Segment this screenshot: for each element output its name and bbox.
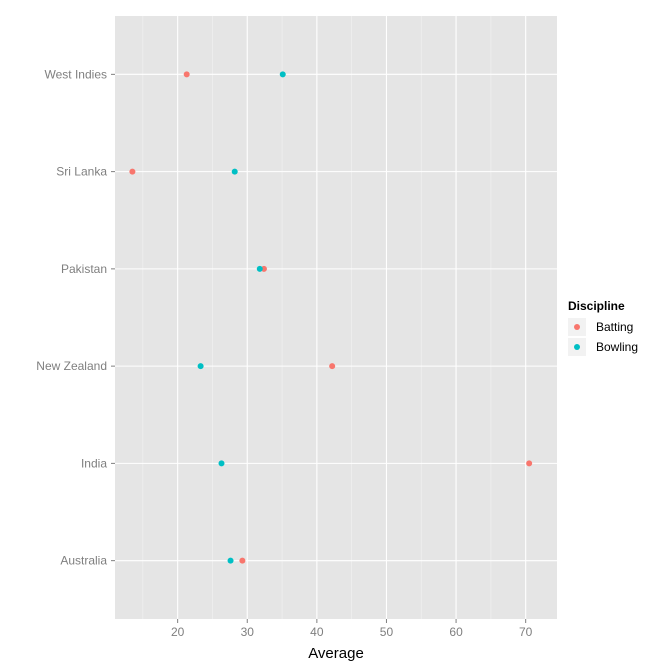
x-tick-label: 60: [449, 625, 463, 639]
legend-swatch-bowling: [574, 344, 580, 350]
data-points: [129, 71, 533, 564]
y-tick-label: Sri Lanka: [56, 165, 107, 179]
y-tick-label: Australia: [60, 554, 107, 568]
bowling-point: [231, 168, 238, 175]
bowling-point: [197, 363, 204, 370]
batting-point: [239, 557, 246, 564]
bowling-point: [227, 557, 234, 564]
x-tick-label: 70: [519, 625, 533, 639]
y-tick-label: Pakistan: [61, 262, 107, 276]
legend-title: Discipline: [568, 299, 625, 313]
legend-items: Batting Bowling: [568, 318, 638, 356]
bowling-point: [218, 460, 225, 467]
x-tick-label: 50: [380, 625, 394, 639]
legend-label-batting: Batting: [596, 320, 633, 334]
x-tick-label: 20: [171, 625, 185, 639]
batting-point: [526, 460, 533, 467]
x-axis-title: Average: [308, 645, 364, 662]
batting-point: [329, 363, 336, 370]
bowling-point: [256, 265, 263, 272]
bowling-point: [279, 71, 286, 78]
legend-swatch-batting: [574, 324, 580, 330]
panel-background: [115, 16, 557, 619]
minor-gridlines: [142, 16, 492, 619]
y-axis: Australia India New Zealand Pakistan Sri Lan…: [36, 67, 115, 568]
batting-point: [260, 265, 267, 272]
x-axis: 20 30 40 50 60 70: [171, 619, 533, 639]
y-tick-label: West Indies: [45, 67, 107, 81]
y-tick-label: New Zealand: [36, 359, 107, 373]
batting-point: [129, 168, 136, 175]
x-tick-label: 40: [310, 625, 324, 639]
legend: Discipline Batting Bowling: [568, 299, 638, 356]
x-tick-label: 30: [241, 625, 255, 639]
major-gridlines: [115, 16, 557, 619]
y-tick-label: India: [81, 456, 107, 470]
batting-point: [183, 71, 190, 78]
legend-label-bowling: Bowling: [596, 340, 638, 354]
